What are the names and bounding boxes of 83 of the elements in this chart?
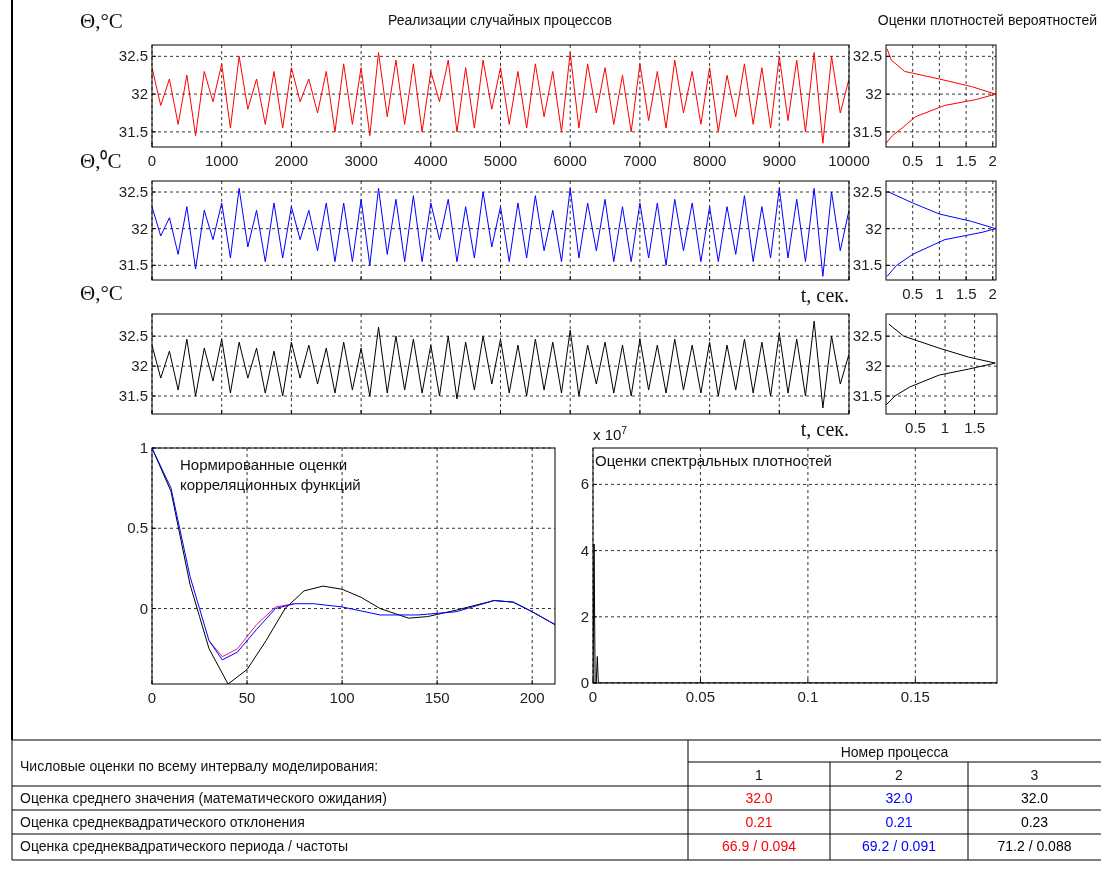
x-tick-label: 0.5 [905, 419, 926, 436]
x-tick-label: 0.5 [902, 152, 924, 169]
text: 32.0 [885, 790, 913, 806]
x-tick-label: 10000 [828, 152, 870, 169]
line-series [886, 48, 996, 144]
x-tick-label: 150 [424, 689, 450, 706]
x-tick-label: 6000 [553, 152, 587, 169]
y-tick-label: 32.5 [852, 47, 882, 65]
x-tick-label: 200 [519, 689, 545, 706]
text: 32.0 [1020, 790, 1049, 806]
x-axis-title: t, сек. [800, 284, 849, 306]
y-tick-label: 31.5 [118, 122, 148, 140]
x-tick-label: 0.5 [902, 285, 924, 302]
y-axis-title: Θ,°C [80, 9, 123, 33]
y-axis-title: Θ,°C [80, 281, 123, 305]
text: Номер процесса [840, 744, 949, 760]
x-tick-label: 1 [940, 419, 950, 436]
y-axis-title: x 10$^{7}$ [593, 424, 628, 443]
category-label: Оценка среднеквадратического отклонения [20, 814, 305, 830]
x-axis-title: t, сек. [800, 418, 849, 440]
x-tick-label: 1.5 [955, 152, 977, 169]
x-tick-label: 1 [935, 152, 944, 169]
y-axis-title: Θ,⁰C [80, 149, 122, 173]
chart-title: Реализации случайных процессов [388, 12, 612, 28]
y-tick-label: 32 [865, 219, 882, 237]
y-tick-label: 32.5 [852, 327, 882, 345]
line-series [152, 52, 849, 144]
x-tick-label: 4000 [414, 152, 448, 169]
x-tick-label: 3000 [344, 152, 378, 169]
y-tick-label: 32 [131, 219, 148, 237]
text: 66.9 / 0.094 [722, 838, 796, 854]
y-tick-label: 32.5 [118, 183, 148, 200]
y-tick-label: 32 [131, 85, 148, 103]
text: 69.2 / 0.091 [862, 838, 936, 854]
x-tick-label: 1 [935, 285, 944, 302]
chart-title: Оценки плотностей вероятностей [877, 12, 1097, 28]
y-tick-label: 31.5 [118, 387, 148, 405]
x-tick-label: 0.05 [685, 688, 716, 705]
x-tick-label: 2000 [274, 152, 309, 169]
text: 0.21 [885, 814, 913, 830]
text: 0.21 [745, 814, 773, 830]
y-tick-label: 32.5 [118, 327, 148, 345]
text: 0.23 [1020, 814, 1049, 830]
x-tick-label: 100 [329, 689, 355, 706]
y-tick-label: 0.5 [127, 519, 148, 537]
y-tick-label: 0 [580, 674, 589, 691]
text: 32.0 [745, 790, 773, 806]
y-tick-label: 2 [580, 607, 589, 625]
x-tick-label: 0.15 [900, 688, 930, 705]
x-tick-label: 5000 [483, 152, 518, 169]
y-tick-label: 32.5 [118, 47, 148, 65]
x-tick-label: 1.5 [955, 285, 977, 302]
y-tick-label: 31.5 [852, 122, 882, 140]
y-tick-label: 1 [139, 439, 148, 456]
x-tick-label: 7000 [623, 152, 657, 169]
y-tick-label: 31.5 [118, 256, 148, 274]
x-tick-label: 9000 [762, 152, 796, 169]
y-tick-label: 32.5 [852, 183, 882, 200]
chart-title: Оценки спектральных плотностей [595, 452, 832, 469]
y-tick-label: 6 [580, 475, 589, 493]
text: Числовые оценки по всему интервалу моделирования: [20, 758, 379, 774]
y-tick-label: 32 [865, 357, 882, 375]
x-tick-label: 8000 [692, 152, 727, 169]
x-tick-label: 1.5 [964, 419, 985, 436]
category-label: 2 [895, 767, 904, 783]
line-series [886, 191, 996, 277]
category-label: Оценка среднего значения (математического ожидания) [20, 790, 387, 806]
x-tick-label: 50 [238, 689, 256, 706]
y-tick-label: 31.5 [852, 256, 882, 274]
category-label: 3 [1030, 767, 1039, 783]
text: 71.2 / 0.088 [997, 838, 1072, 854]
x-tick-label: 2 [988, 285, 997, 302]
y-tick-label: 32 [865, 85, 882, 103]
y-tick-label: 31.5 [852, 387, 882, 405]
x-tick-label: 2 [988, 152, 997, 169]
y-tick-label: 32 [131, 357, 148, 375]
x-tick-label: 1000 [205, 152, 239, 169]
y-tick-label: 4 [580, 541, 589, 559]
line-series [152, 187, 849, 277]
x-tick-label: 0.1 [797, 688, 819, 705]
y-tick-label: 0 [139, 599, 148, 617]
category-label: 1 [755, 767, 764, 783]
category-label: Оценка среднеквадратического периода / частоты [20, 838, 349, 854]
